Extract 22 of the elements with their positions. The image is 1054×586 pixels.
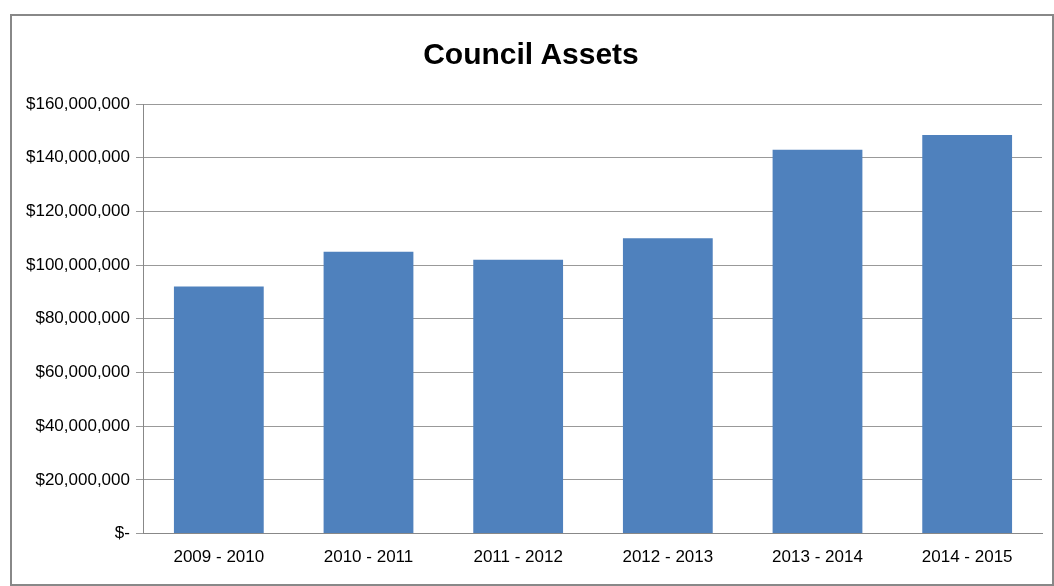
x-tick-label: 2014 - 2015 bbox=[921, 547, 1013, 567]
y-tick-label: $60,000,000 bbox=[35, 362, 130, 382]
bar bbox=[323, 251, 414, 534]
bar bbox=[622, 238, 713, 534]
bar bbox=[173, 286, 264, 534]
chart-title: Council Assets bbox=[423, 37, 639, 71]
x-tick-label: 2012 - 2013 bbox=[622, 547, 714, 567]
y-tick-label: $20,000,000 bbox=[35, 469, 130, 489]
y-tick-label: $140,000,000 bbox=[25, 147, 130, 167]
bar bbox=[922, 134, 1013, 534]
y-tick-label: $- bbox=[114, 523, 130, 543]
x-tick-label: 2010 - 2011 bbox=[323, 547, 414, 567]
x-tick-label: 2009 - 2010 bbox=[173, 547, 265, 567]
x-tick-label: 2011 - 2012 bbox=[473, 547, 563, 567]
bar bbox=[473, 259, 564, 534]
bar bbox=[772, 149, 863, 534]
y-tick-label: $120,000,000 bbox=[25, 201, 130, 221]
y-tick-label: $100,000,000 bbox=[25, 254, 130, 274]
y-tick-label: $40,000,000 bbox=[35, 415, 130, 435]
y-tick-label: $80,000,000 bbox=[35, 308, 130, 328]
y-tick-label: $160,000,000 bbox=[25, 93, 130, 113]
x-tick-label: 2013 - 2014 bbox=[772, 547, 863, 567]
